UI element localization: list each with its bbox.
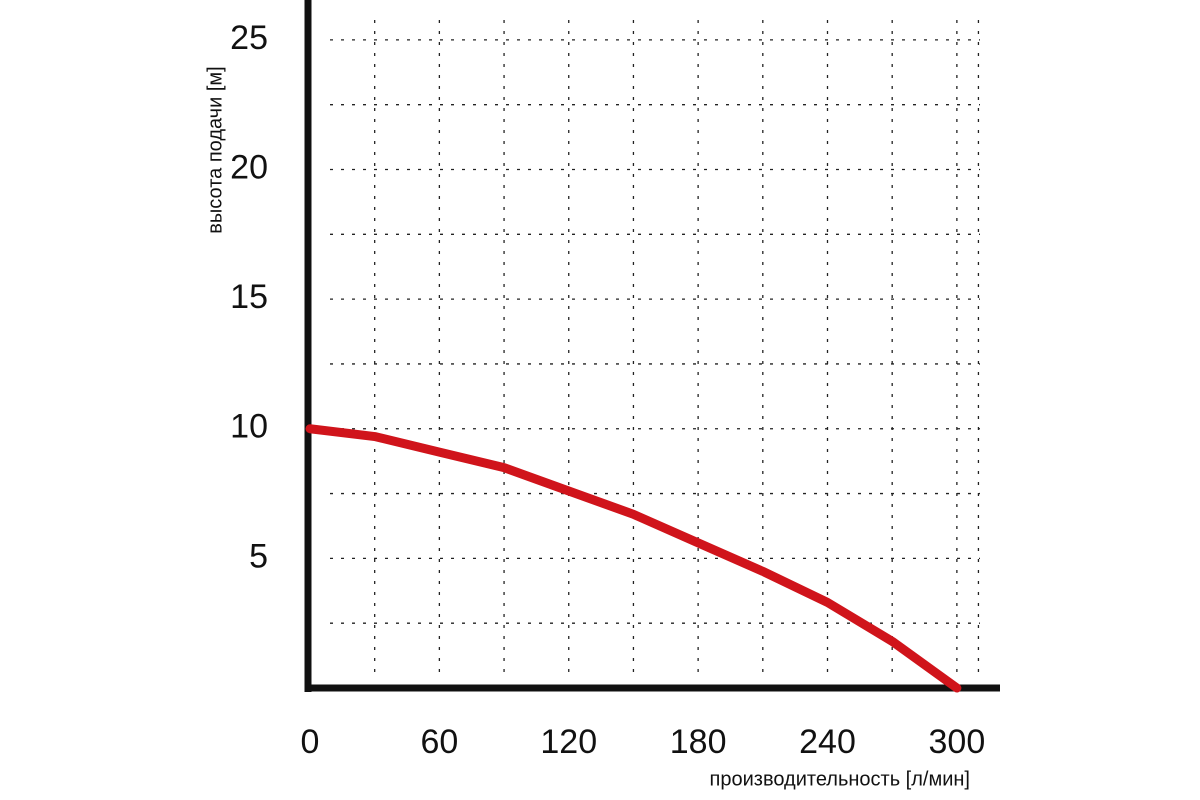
y-tick-label: 25 bbox=[230, 19, 268, 57]
x-tick-label: 180 bbox=[670, 723, 727, 761]
x-tick-label: 60 bbox=[420, 723, 458, 761]
y-tick-label: 5 bbox=[249, 537, 268, 575]
x-tick-label: 240 bbox=[799, 723, 856, 761]
x-tick-label: 300 bbox=[929, 723, 986, 761]
x-tick-label: 120 bbox=[540, 723, 597, 761]
x-axis-title: производительность [л/мин] bbox=[710, 768, 970, 790]
y-axis-title: высота подачи [м] bbox=[204, 66, 226, 233]
curve bbox=[305, 424, 962, 693]
y-tick-label: 15 bbox=[230, 278, 268, 316]
y-tick-label: 20 bbox=[230, 148, 268, 186]
y-tick-label: 10 bbox=[230, 408, 268, 446]
x-tick-label: 0 bbox=[301, 723, 320, 761]
